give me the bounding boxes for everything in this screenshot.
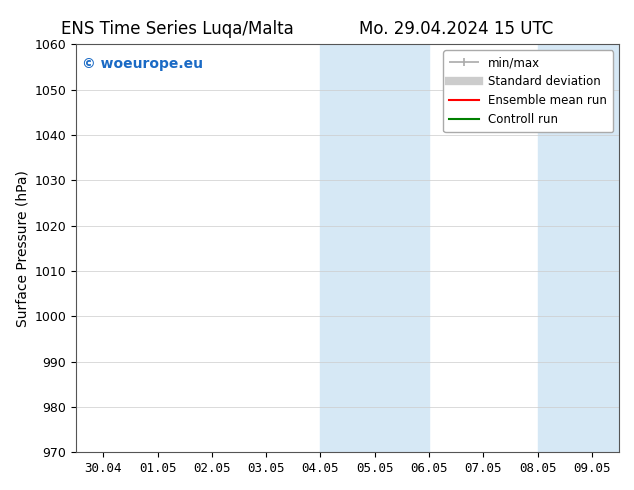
Bar xyxy=(320,45,429,452)
Text: ENS Time Series Luqa/Malta: ENS Time Series Luqa/Malta xyxy=(61,20,294,38)
Text: Mo. 29.04.2024 15 UTC: Mo. 29.04.2024 15 UTC xyxy=(359,20,553,38)
Text: © woeurope.eu: © woeurope.eu xyxy=(82,57,203,71)
Bar xyxy=(538,45,619,452)
Y-axis label: Surface Pressure (hPa): Surface Pressure (hPa) xyxy=(15,170,29,327)
Legend: min/max, Standard deviation, Ensemble mean run, Controll run: min/max, Standard deviation, Ensemble me… xyxy=(443,50,613,132)
